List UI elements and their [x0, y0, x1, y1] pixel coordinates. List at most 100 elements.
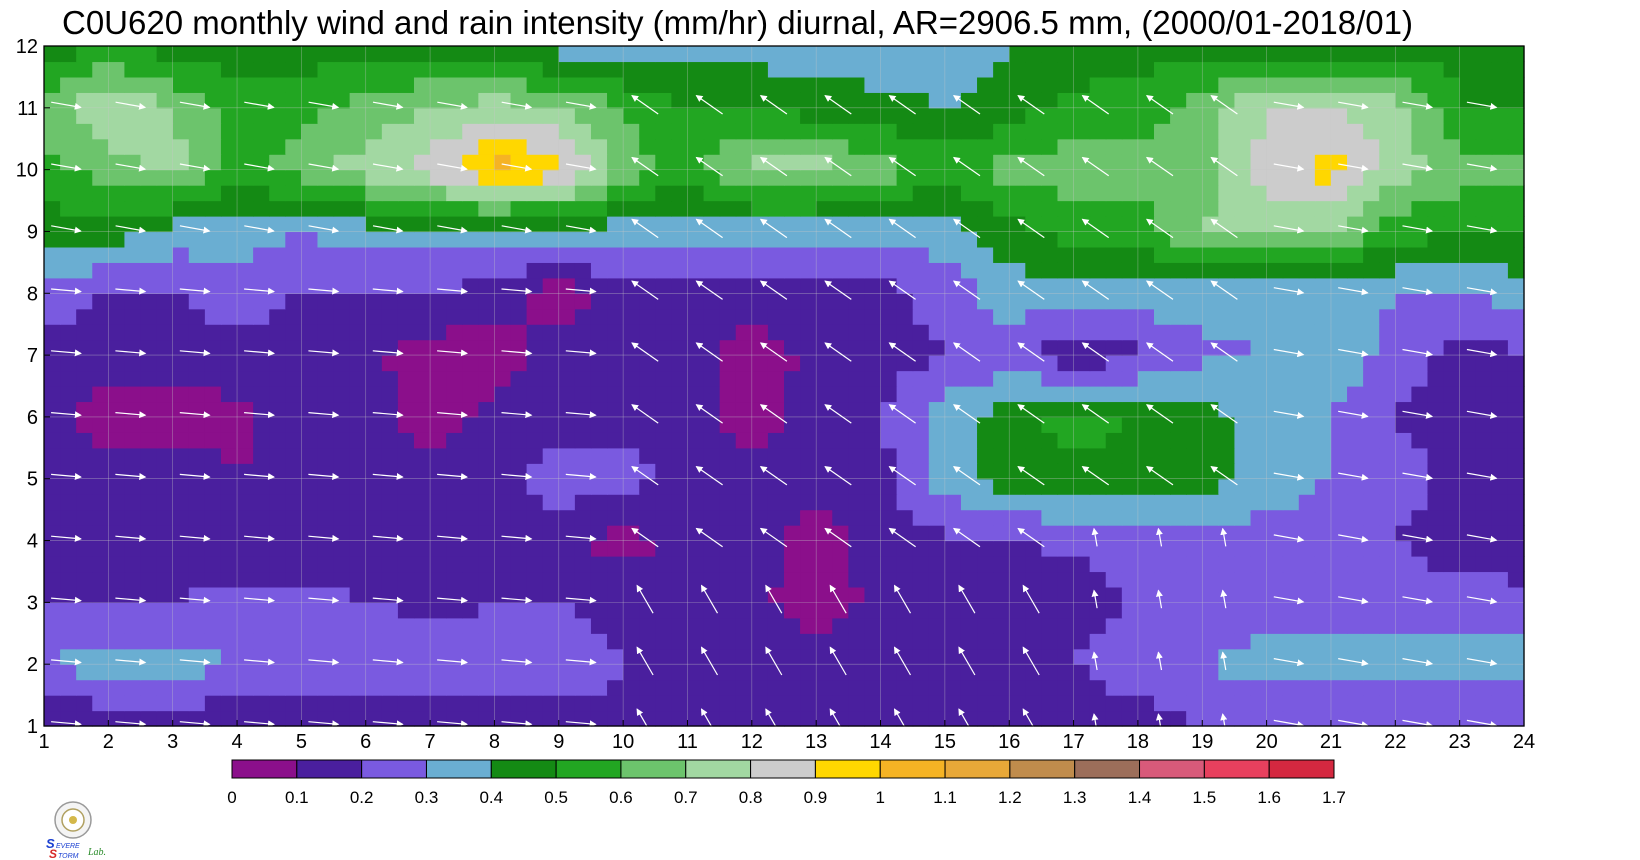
wind-vector — [115, 472, 147, 480]
heatmap-cell — [1186, 154, 1203, 171]
heatmap-cell — [365, 46, 383, 63]
heatmap-cell — [751, 602, 769, 619]
heatmap-cell — [784, 525, 801, 542]
heatmap-cell — [542, 277, 560, 294]
heatmap-cell — [687, 138, 705, 155]
wind-vector — [1402, 225, 1434, 234]
heatmap-cell — [1137, 463, 1155, 480]
heatmap-cell — [156, 648, 174, 665]
wind-vector — [824, 527, 852, 548]
heatmap-cell — [76, 556, 93, 573]
wind-vector — [1402, 534, 1434, 543]
heatmap-cell — [623, 262, 640, 279]
heatmap-cell — [864, 231, 882, 248]
heatmap-cell — [993, 246, 1010, 263]
heatmap-cell — [655, 386, 672, 403]
wind-vector — [1210, 156, 1238, 177]
heatmap-cell — [977, 447, 994, 464]
heatmap-cell — [767, 339, 785, 356]
heatmap-cell — [44, 216, 61, 233]
heatmap-cell — [478, 648, 496, 665]
heatmap-cell — [784, 92, 801, 109]
heatmap-cell — [558, 61, 576, 78]
heatmap-cell — [944, 556, 962, 573]
heatmap-cell — [494, 339, 512, 356]
heatmap-cell — [1137, 339, 1155, 356]
heatmap-cell — [1379, 123, 1396, 140]
heatmap-cell — [414, 602, 431, 619]
heatmap-cell — [1234, 277, 1252, 294]
heatmap-cell — [719, 648, 737, 665]
heatmap-cell — [1314, 416, 1332, 433]
heatmap-cell — [590, 556, 608, 573]
heatmap-cell — [526, 478, 544, 495]
heatmap-cell — [349, 494, 367, 511]
heatmap-cell — [800, 386, 817, 403]
heatmap-cell — [1507, 262, 1525, 279]
heatmap-cell — [1459, 571, 1477, 588]
heatmap-cell — [333, 200, 351, 217]
heatmap-cell — [430, 76, 447, 93]
heatmap-cell — [1491, 571, 1509, 588]
heatmap-cell — [430, 185, 447, 202]
heatmap-cell — [1507, 447, 1525, 464]
heatmap-cell — [1009, 540, 1026, 557]
heatmap-cell — [172, 355, 190, 372]
heatmap-cell — [365, 92, 383, 109]
heatmap-cell — [703, 525, 721, 542]
heatmap-cell — [751, 169, 769, 186]
heatmap-cell — [494, 540, 512, 557]
heatmap-cell — [1186, 76, 1203, 93]
heatmap-cell — [1154, 246, 1171, 263]
heatmap-cell — [414, 262, 431, 279]
heatmap-cell — [1363, 231, 1380, 248]
heatmap-cell — [1137, 478, 1155, 495]
heatmap-cell — [1105, 46, 1123, 63]
heatmap-cell — [446, 107, 463, 124]
heatmap-cell — [960, 216, 978, 233]
heatmap-cell — [1475, 123, 1493, 140]
heatmap-cell — [44, 92, 61, 109]
heatmap-cell — [172, 633, 190, 650]
heatmap-cell — [317, 308, 335, 325]
wind-vector — [1155, 651, 1163, 671]
heatmap-cell — [1266, 246, 1284, 263]
heatmap-cell — [1202, 138, 1219, 155]
heatmap-cell — [188, 185, 206, 202]
heatmap-cell — [977, 679, 994, 696]
heatmap-cell — [864, 695, 882, 712]
heatmap-cell — [269, 293, 286, 310]
heatmap-cell — [269, 664, 286, 681]
heatmap-cell — [1137, 169, 1155, 186]
heatmap-cell — [414, 200, 431, 217]
heatmap-cell — [623, 277, 640, 294]
heatmap-cell — [542, 695, 560, 712]
heatmap-cell — [912, 494, 930, 511]
wind-vector — [244, 658, 275, 666]
heatmap-cell — [816, 432, 833, 449]
heatmap-cell — [365, 262, 383, 279]
heatmap-cell — [108, 617, 126, 634]
heatmap-cell — [751, 76, 769, 93]
wind-vector — [1338, 719, 1369, 729]
heatmap-cell — [1234, 633, 1252, 650]
heatmap-cell — [960, 107, 978, 124]
heatmap-cell — [220, 324, 238, 341]
heatmap-cell — [1250, 633, 1268, 650]
heatmap-cell — [1443, 216, 1461, 233]
heatmap-cell — [1507, 540, 1525, 557]
heatmap-cell — [1137, 246, 1155, 263]
heatmap-cell — [1137, 46, 1155, 63]
heatmap-cell — [848, 648, 866, 665]
heatmap-cell — [848, 200, 866, 217]
heatmap-cell — [430, 61, 447, 78]
heatmap-cell — [960, 200, 978, 217]
heatmap-cell — [333, 355, 351, 372]
heatmap-cell — [607, 277, 624, 294]
wind-vector — [115, 534, 147, 542]
heatmap-cell — [671, 416, 689, 433]
heatmap-cell — [703, 277, 721, 294]
heatmap-cell — [607, 509, 624, 526]
heatmap-cell — [124, 46, 142, 63]
heatmap-cell — [1330, 169, 1348, 186]
